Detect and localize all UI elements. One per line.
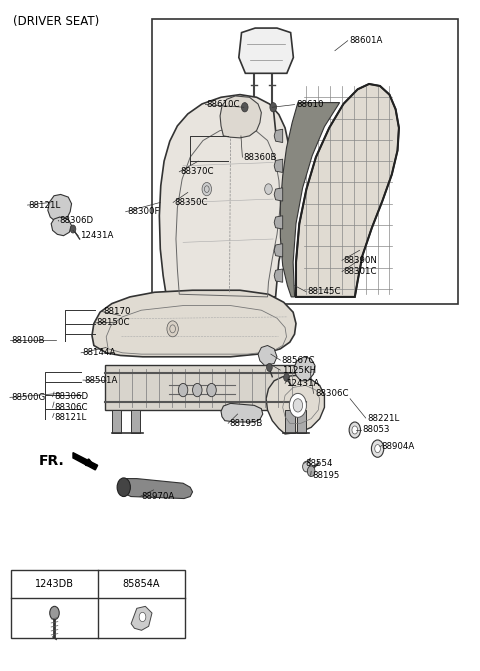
Bar bbox=[152, 19, 458, 303]
Circle shape bbox=[302, 461, 310, 472]
Text: 88306C: 88306C bbox=[54, 403, 87, 412]
Circle shape bbox=[270, 103, 276, 112]
PathPatch shape bbox=[239, 28, 293, 73]
Circle shape bbox=[192, 383, 202, 397]
Text: 88554: 88554 bbox=[305, 459, 333, 468]
Circle shape bbox=[293, 399, 302, 412]
PathPatch shape bbox=[296, 84, 399, 297]
PathPatch shape bbox=[274, 269, 283, 282]
Text: 88121L: 88121L bbox=[29, 201, 61, 209]
Bar bbox=[105, 366, 306, 410]
Text: 88306D: 88306D bbox=[54, 393, 88, 401]
Circle shape bbox=[266, 364, 272, 372]
Text: 88610: 88610 bbox=[296, 100, 324, 109]
Bar bbox=[131, 410, 140, 433]
Circle shape bbox=[207, 383, 216, 397]
Circle shape bbox=[289, 393, 306, 417]
Text: 88301C: 88301C bbox=[343, 267, 377, 276]
PathPatch shape bbox=[159, 95, 291, 297]
Text: 88195B: 88195B bbox=[229, 419, 263, 428]
Bar bbox=[285, 410, 295, 433]
Circle shape bbox=[349, 422, 360, 438]
PathPatch shape bbox=[221, 403, 263, 422]
Circle shape bbox=[264, 184, 272, 195]
Text: 88360B: 88360B bbox=[244, 153, 277, 162]
Text: 88306D: 88306D bbox=[60, 216, 94, 225]
Text: 88144A: 88144A bbox=[83, 348, 116, 357]
Bar bbox=[297, 410, 306, 433]
Bar bbox=[112, 410, 121, 433]
Text: 88390N: 88390N bbox=[343, 256, 377, 265]
Bar bbox=[12, 570, 185, 638]
PathPatch shape bbox=[51, 217, 72, 236]
PathPatch shape bbox=[258, 346, 277, 366]
PathPatch shape bbox=[274, 130, 283, 142]
Text: 88370C: 88370C bbox=[180, 167, 214, 176]
Text: 88306C: 88306C bbox=[315, 389, 348, 398]
Text: 88501A: 88501A bbox=[84, 376, 118, 384]
Circle shape bbox=[307, 466, 315, 476]
Text: 88601A: 88601A bbox=[349, 36, 383, 45]
PathPatch shape bbox=[274, 244, 283, 257]
Text: 88970A: 88970A bbox=[141, 492, 175, 501]
Text: 88100B: 88100B bbox=[12, 336, 45, 345]
Circle shape bbox=[139, 613, 146, 621]
Text: 88567C: 88567C bbox=[282, 356, 315, 364]
Text: 88121L: 88121L bbox=[54, 413, 86, 422]
Circle shape bbox=[202, 183, 212, 196]
Text: 88350C: 88350C bbox=[175, 198, 208, 207]
Circle shape bbox=[50, 607, 59, 619]
Circle shape bbox=[117, 478, 131, 497]
PathPatch shape bbox=[119, 478, 192, 499]
Polygon shape bbox=[73, 453, 97, 470]
PathPatch shape bbox=[220, 96, 261, 138]
PathPatch shape bbox=[274, 159, 283, 172]
Text: (DRIVER SEAT): (DRIVER SEAT) bbox=[13, 15, 99, 28]
Text: 88053: 88053 bbox=[362, 425, 390, 435]
PathPatch shape bbox=[274, 215, 283, 229]
Text: 88170: 88170 bbox=[103, 307, 131, 316]
PathPatch shape bbox=[131, 607, 152, 630]
PathPatch shape bbox=[274, 188, 283, 201]
Text: 88145C: 88145C bbox=[307, 287, 341, 296]
Text: 88904A: 88904A bbox=[382, 442, 415, 451]
PathPatch shape bbox=[92, 291, 296, 357]
Text: 12431A: 12431A bbox=[80, 231, 113, 240]
Circle shape bbox=[284, 374, 289, 381]
Text: 88195: 88195 bbox=[312, 471, 339, 480]
Text: 85854A: 85854A bbox=[123, 579, 160, 589]
Circle shape bbox=[70, 225, 76, 233]
Circle shape bbox=[352, 426, 358, 434]
Circle shape bbox=[179, 383, 188, 397]
Text: 88610C: 88610C bbox=[207, 100, 240, 109]
Text: 1125KH: 1125KH bbox=[282, 366, 316, 374]
PathPatch shape bbox=[266, 376, 324, 434]
Text: 88300F: 88300F bbox=[127, 207, 159, 216]
Circle shape bbox=[241, 103, 248, 112]
Text: 1243DB: 1243DB bbox=[35, 579, 74, 589]
PathPatch shape bbox=[294, 357, 315, 380]
Circle shape bbox=[375, 445, 381, 453]
Circle shape bbox=[372, 440, 384, 457]
PathPatch shape bbox=[48, 195, 72, 221]
Text: 88500G: 88500G bbox=[12, 393, 46, 402]
PathPatch shape bbox=[280, 103, 340, 297]
Text: 88150C: 88150C bbox=[96, 318, 130, 327]
Text: 88221L: 88221L bbox=[367, 413, 399, 423]
Text: FR.: FR. bbox=[38, 454, 64, 468]
Text: 12431A: 12431A bbox=[287, 379, 320, 388]
Circle shape bbox=[167, 321, 179, 337]
